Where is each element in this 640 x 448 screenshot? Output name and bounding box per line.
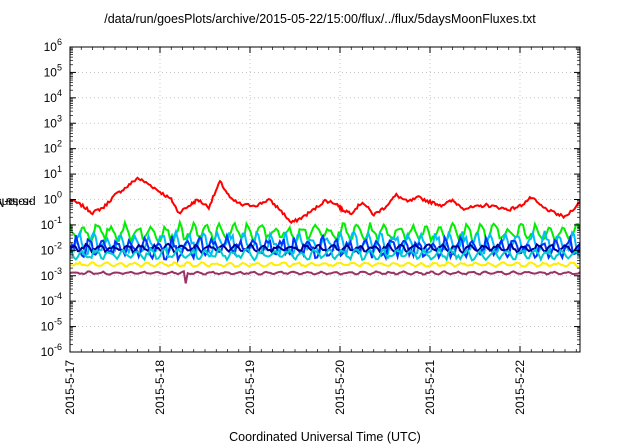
y-tick-label: 102 <box>44 139 62 156</box>
y-tick-label: 10-5 <box>41 317 62 334</box>
chart-title: /data/run/goesPlots/archive/2015-05-22/1… <box>104 12 536 26</box>
y-tick-label: 103 <box>44 113 62 130</box>
x-tick-label: 2015-5-21 <box>423 360 437 415</box>
y-tick-label: 10-4 <box>41 291 62 308</box>
series-line-4 <box>70 242 580 255</box>
x-tick-label: 2015-5-22 <box>513 360 527 415</box>
x-tick-label: 2015-5-20 <box>333 360 347 415</box>
series-line-1 <box>70 218 580 246</box>
series-line-6 <box>70 260 580 269</box>
y-tick-label: 104 <box>44 88 62 105</box>
x-tick-label: 2015-5-19 <box>243 360 257 415</box>
y-tick-label: 101 <box>44 164 62 181</box>
y-tick-label: 10-3 <box>41 266 62 283</box>
y-tick-label: 106 <box>44 37 62 54</box>
y-tick-label: 10-2 <box>41 240 62 257</box>
y-tick-label: 100 <box>44 190 62 207</box>
y-tick-label: 10-1 <box>41 215 62 232</box>
x-axis-label: Coordinated Universal Time (UTC) <box>229 430 421 444</box>
series-line-7 <box>70 269 580 284</box>
y-tick-label: 10-6 <box>41 342 62 359</box>
y-tick-label: 105 <box>44 62 62 79</box>
series-line-5 <box>70 246 580 263</box>
x-tick-label: 2015-5-18 <box>153 360 167 415</box>
x-tick-label: 2015-5-17 <box>63 360 77 415</box>
series-line-red <box>70 176 580 225</box>
